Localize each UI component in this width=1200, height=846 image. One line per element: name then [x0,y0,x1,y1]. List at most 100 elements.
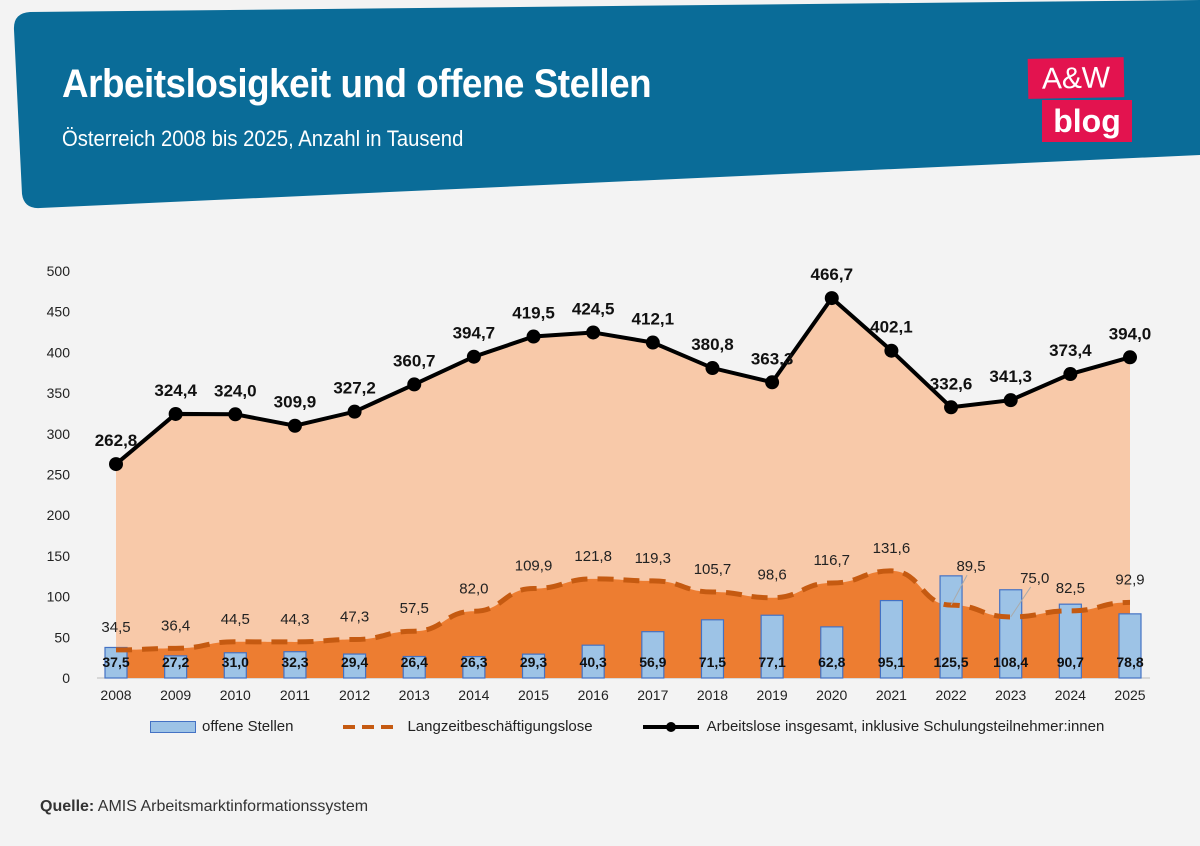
total-label: 332,6 [930,374,973,393]
total-point [944,400,959,415]
langzeit-label: 44,3 [280,611,309,628]
bar-offene-stellen [164,655,188,679]
legend-swatch-bar [150,720,196,733]
bar-label: 26,3 [460,654,487,670]
bar-offene-stellen [521,653,546,679]
legend-label: offene Stellen [202,718,294,735]
langzeit-label: 57,5 [400,600,429,617]
y-tick-label: 300 [47,426,71,442]
bar-offene-stellen [999,589,1023,679]
bar-label: 108,4 [993,654,1028,670]
x-tick-label: 2022 [935,687,966,703]
x-tick-label: 2018 [697,687,728,703]
total-label: 466,7 [810,265,853,284]
langzeit-label: 121,8 [574,548,612,565]
x-tick-label: 2019 [757,687,788,703]
logo-text-blog: blog [1042,100,1132,142]
langzeit-label: 44,5 [221,611,250,628]
bar-offene-stellen [462,655,486,679]
total-label: 419,5 [512,304,555,323]
langzeit-label: 131,6 [873,540,911,557]
legend-swatch-line-marker [642,721,699,732]
x-tick-label: 2015 [518,687,549,703]
total-label: 262,8 [95,431,138,450]
bar-offene-stellen [1058,603,1082,679]
y-tick-label: 50 [54,629,70,645]
total-label: 394,7 [453,324,496,343]
total-point [287,418,302,433]
bar-label: 32,3 [281,654,308,670]
y-tick-label: 450 [47,304,71,320]
x-tick-label: 2010 [220,687,251,703]
langzeit-label: 82,0 [459,580,488,597]
bar-label: 29,3 [520,654,547,670]
bar-label: 29,4 [341,654,368,670]
y-tick-label: 0 [62,670,70,686]
total-point [168,406,183,421]
langzeit-line [115,568,1131,653]
x-tick-label: 2011 [280,687,310,703]
source-text: AMIS Arbeitsmarktinformationssystem [94,798,369,815]
langzeit-label: 109,9 [515,558,553,575]
x-tick-label: 2009 [160,687,191,703]
bar-label: 71,5 [699,654,726,670]
total-label: 327,2 [333,379,376,398]
bar-offene-stellen [700,619,725,679]
total-point [1003,393,1018,408]
total-point [347,404,362,419]
total-label: 402,1 [870,318,913,337]
x-tick-label: 2013 [399,687,430,703]
total-point [466,349,481,364]
total-point [705,361,720,376]
total-point [1063,367,1078,382]
total-label: 363,3 [751,349,794,368]
legend-swatch-dashed [343,724,400,729]
y-tick-label: 500 [47,263,71,279]
total-point [765,375,780,390]
langzeit-label: 119,3 [635,550,671,567]
bar-label: 95,1 [878,654,905,670]
x-tick-label: 2025 [1114,687,1145,703]
total-point [824,291,839,306]
y-tick-label: 400 [47,344,71,360]
langzeit-label: 82,5 [1056,580,1085,597]
bar-label: 26,4 [401,654,428,670]
total-label: 412,1 [632,310,675,329]
bar-label: 78,8 [1116,654,1143,670]
legend-item-offene-stellen: offene Stellen [150,718,293,735]
bar-offene-stellen [342,653,367,679]
total-point [407,377,422,392]
x-tick-label: 2014 [458,687,489,703]
x-tick-label: 2024 [1055,687,1086,703]
langzeit-label: 34,5 [101,619,130,636]
x-tick-label: 2021 [876,687,907,703]
total-label: 341,3 [989,367,1032,386]
x-tick-label: 2020 [816,687,847,703]
legend-item-arbeitslose: Arbeitslose insgesamt, inklusive Schulun… [641,718,1105,735]
page-title: Arbeitslosigkeit und offene Stellen [62,62,652,106]
langzeit-label: 116,7 [814,552,850,569]
legend-label: Arbeitslose insgesamt, inklusive Schulun… [706,718,1105,735]
leader-line [950,574,968,606]
bar-label: 90,7 [1057,654,1084,670]
bar-label: 77,1 [758,654,785,670]
page-subtitle: Österreich 2008 bis 2025, Anzahl in Taus… [62,126,464,151]
total-line [114,295,1131,466]
bar-offene-stellen [641,631,665,679]
x-tick-label: 2017 [637,687,668,703]
legend-item-langzeit: Langzeitbeschäftigungslose [341,718,593,735]
x-tick-label: 2008 [100,687,131,703]
langzeit-label: 47,3 [340,608,369,625]
bar-offene-stellen [223,652,247,679]
langzeit-label: 105,7 [694,561,732,578]
langzeit-label: 89,5 [956,558,985,575]
langzeit-label: 98,6 [758,567,787,584]
total-point [586,325,601,340]
bar-label: 31,0 [222,654,249,670]
bar-label: 56,9 [639,654,666,670]
header-banner [13,0,1200,209]
total-point [109,457,123,472]
bar-offene-stellen [1118,613,1142,679]
y-tick-label: 350 [47,385,71,401]
